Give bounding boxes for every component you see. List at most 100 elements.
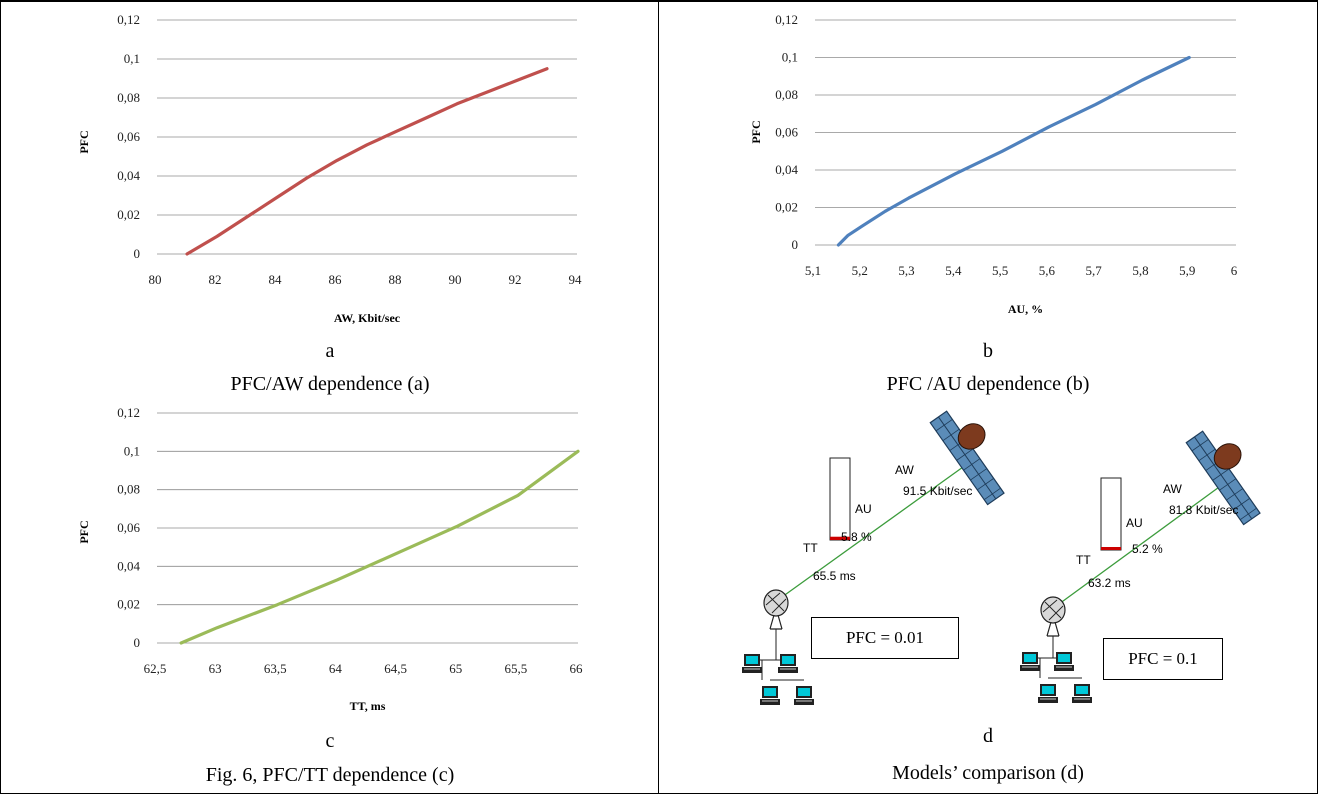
aw-label: AW <box>1163 482 1183 496</box>
x-axis-label: TT, ms <box>350 699 386 713</box>
tt-value: 65.5 ms <box>813 569 856 583</box>
x-tick-label: 6 <box>1231 263 1238 278</box>
column-divider <box>658 0 659 793</box>
computer-icon <box>1054 652 1074 671</box>
series-line <box>179 449 580 645</box>
y-tick-label: 0,08 <box>775 87 798 102</box>
y-axis-label: PFC <box>77 130 91 153</box>
y-tick-label: 0,08 <box>117 482 140 497</box>
au-value: 5.2 % <box>1132 542 1163 556</box>
y-tick-label: 0,06 <box>117 520 140 535</box>
letter-d: d <box>983 725 993 747</box>
x-tick-label: 80 <box>149 272 162 287</box>
x-tick-label: 65,5 <box>504 661 527 676</box>
letter-c: c <box>325 730 335 752</box>
ground-dish-icon <box>1040 596 1066 637</box>
chart-pfc-au: 0 0,02 0,04 0,06 0,08 0,1 0,12 5,1 5,2 5,3 5,4 5,5 5… <box>749 12 1238 316</box>
y-tick-label: 0,02 <box>775 200 798 215</box>
pfc-box-model1: PFC = 0.01 <box>811 617 959 659</box>
caption-d: Models’ comparison (d) <box>892 762 1084 784</box>
y-axis-label: PFC <box>77 520 91 543</box>
y-tick-label: 0,04 <box>117 168 140 183</box>
x-tick-label: 63,5 <box>264 661 287 676</box>
y-tick-label: 0,06 <box>117 129 140 144</box>
y-tick-label: 0,12 <box>117 12 140 27</box>
tt-label: TT <box>1076 553 1091 567</box>
y-tick-label: 0,06 <box>775 125 798 140</box>
x-tick-label: 5,1 <box>805 263 821 278</box>
caption-b: PFC /AU dependence (b) <box>886 373 1090 395</box>
caption-a: PFC/AW dependence (a) <box>230 373 430 395</box>
y-tick-label: 0,12 <box>117 405 140 420</box>
x-tick-label: 5,3 <box>898 263 914 278</box>
x-tick-label: 94 <box>569 272 583 287</box>
aw-value: 81.8 Kbit/sec <box>1169 503 1238 517</box>
x-tick-label: 64 <box>329 661 343 676</box>
x-tick-label: 65 <box>449 661 462 676</box>
computer-icon <box>1072 684 1092 703</box>
satellite-dish <box>1213 443 1242 470</box>
x-tick-label: 90 <box>449 272 462 287</box>
link-line <box>1058 481 1227 605</box>
letter-b: b <box>983 340 993 362</box>
x-tick-label: 62,5 <box>144 661 167 676</box>
y-tick-label: 0,08 <box>117 90 140 105</box>
x-tick-label: 5,6 <box>1039 263 1056 278</box>
y-tick-label: 0,04 <box>117 558 140 573</box>
y-tick-label: 0,02 <box>117 207 140 222</box>
y-axis-label: PFC <box>749 120 763 143</box>
y-tick-label: 0 <box>134 635 141 650</box>
computer-icon <box>760 686 780 705</box>
x-tick-label: 5,2 <box>852 263 868 278</box>
x-tick-label: 86 <box>329 272 343 287</box>
series-line <box>185 67 549 256</box>
y-tick-label: 0 <box>792 237 799 252</box>
pfc-box-model2: PFC = 0.1 <box>1103 638 1223 680</box>
satellite-icon <box>929 410 1005 506</box>
tt-label: TT <box>803 541 818 555</box>
x-tick-label: 5,4 <box>945 263 962 278</box>
link-line <box>781 461 971 598</box>
x-tick-label: 82 <box>209 272 222 287</box>
y-tick-label: 0,12 <box>775 12 798 27</box>
au-bar <box>1100 477 1122 551</box>
x-tick-label: 63 <box>209 661 222 676</box>
y-tick-label: 0,1 <box>124 443 140 458</box>
computer-icon <box>794 686 814 705</box>
computer-icon <box>1020 652 1040 671</box>
x-tick-label: 5,9 <box>1179 263 1195 278</box>
x-axis-label: AU, % <box>1008 302 1043 316</box>
x-tick-label: 66 <box>570 661 584 676</box>
letter-a: a <box>325 340 335 362</box>
series-line <box>836 55 1191 247</box>
au-bar-fill <box>1101 547 1121 550</box>
aw-value: 91.5 Kbit/sec <box>903 484 972 498</box>
x-tick-label: 88 <box>389 272 402 287</box>
au-value: 5.8 % <box>841 530 872 544</box>
computer-icon <box>1038 684 1058 703</box>
y-tick-label: 0 <box>134 246 141 261</box>
x-tick-label: 5,8 <box>1132 263 1148 278</box>
aw-label: AW <box>895 463 915 477</box>
tt-value: 63.2 ms <box>1088 576 1131 590</box>
au-label: AU <box>1126 516 1143 530</box>
au-bar <box>829 457 851 541</box>
x-tick-label: 92 <box>509 272 522 287</box>
y-tick-label: 0,1 <box>782 50 798 65</box>
chart-pfc-aw: 0 0,02 0,04 0,06 0,08 0,1 0,12 80 82 84 86 88 90 92 94… <box>77 12 583 325</box>
au-bar-fill <box>830 536 850 540</box>
ground-dish-icon <box>763 589 789 630</box>
y-tick-label: 0,1 <box>124 51 140 66</box>
au-label: AU <box>855 502 872 516</box>
computer-icon <box>742 654 762 673</box>
x-tick-label: 5,7 <box>1086 263 1103 278</box>
y-tick-label: 0,04 <box>775 162 798 177</box>
x-tick-label: 5,5 <box>992 263 1008 278</box>
y-tick-label: 0,02 <box>117 597 140 612</box>
computer-icon <box>778 654 798 673</box>
x-tick-label: 84 <box>269 272 283 287</box>
satellite-dish <box>957 423 986 450</box>
caption-c: Fig. 6, PFC/TT dependence (c) <box>205 764 455 786</box>
chart-pfc-tt: 0 0,02 0,04 0,06 0,08 0,1 0,12 62,5 63 63,5 64 64,5… <box>77 405 584 713</box>
